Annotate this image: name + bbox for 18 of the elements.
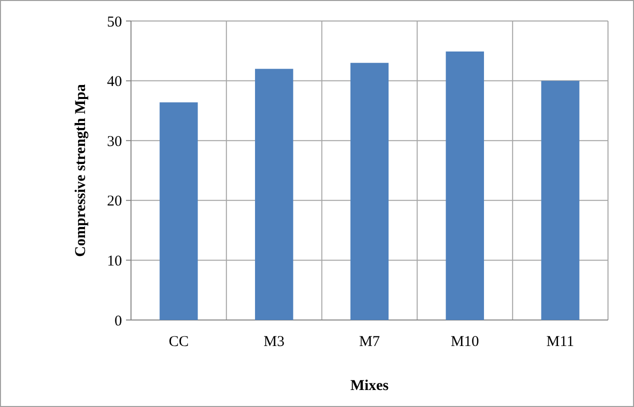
y-tick-label: 40 [107, 74, 122, 90]
y-tick-label: 10 [107, 253, 122, 270]
bar [160, 102, 198, 320]
x-tick-label: M3 [264, 334, 285, 350]
y-tick-label: 30 [107, 134, 122, 150]
x-tick-label: M10 [450, 334, 480, 350]
y-tick-label: 0 [114, 313, 122, 330]
x-tick-label: CC [168, 334, 189, 350]
x-tick-label: M11 [546, 334, 574, 350]
bar [255, 68, 294, 320]
bar [350, 62, 389, 320]
y-tick-label: 20 [107, 194, 122, 210]
x-axis-title: Mixes [350, 378, 389, 394]
bar [541, 80, 580, 320]
y-tick-label: 50 [107, 14, 122, 30]
bar [446, 52, 484, 320]
y-axis-title: Compressive strength Mpa [73, 84, 89, 257]
x-tick-label: M7 [359, 334, 380, 350]
